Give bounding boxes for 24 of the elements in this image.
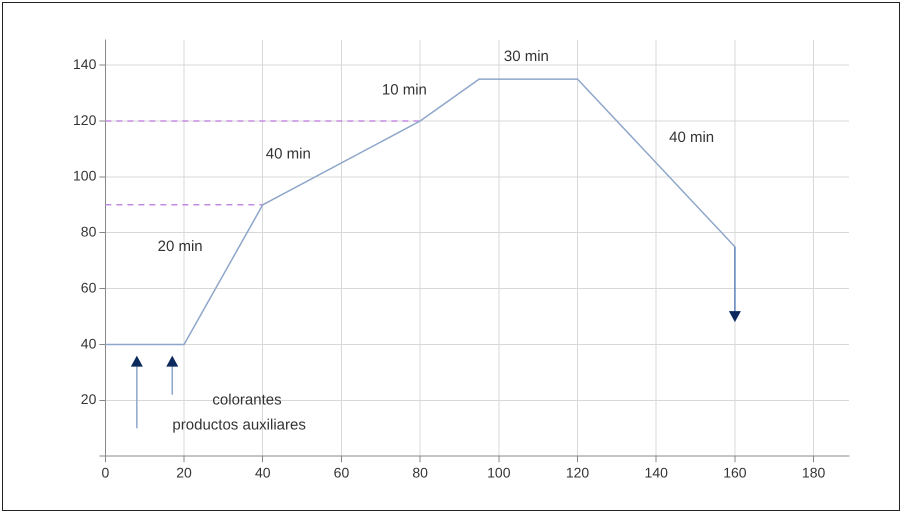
annotation: 20 min — [158, 238, 203, 255]
x-tick-label: 180 — [802, 464, 826, 480]
y-tick-label: 20 — [80, 391, 97, 408]
y-tick-label: 60 — [80, 279, 97, 296]
annotation: 40 min — [266, 146, 311, 163]
y-tick-label: 120 — [73, 112, 97, 128]
x-tick-label: 140 — [644, 464, 668, 480]
x-tick-label: 40 — [254, 464, 271, 480]
annotation: 40 min — [669, 128, 714, 146]
y-tick-label: 40 — [80, 335, 97, 352]
x-tick-label: 0 — [101, 464, 110, 480]
annotation: 30 min — [504, 48, 549, 65]
x-tick-label: 60 — [334, 464, 350, 480]
y-tick-label: 80 — [80, 224, 97, 240]
y-tick-label: 140 — [73, 56, 97, 72]
x-tick-label: 120 — [566, 464, 590, 480]
annotation: 10 min — [382, 81, 427, 98]
x-tick-label: 20 — [176, 464, 192, 480]
x-tick-label: 160 — [723, 464, 747, 480]
x-tick-label: 100 — [487, 464, 511, 480]
x-tick-label: 80 — [412, 464, 428, 480]
y-tick-label: 100 — [73, 168, 97, 184]
annotation: colorantes — [212, 391, 282, 408]
annotation: productos auxiliares — [172, 416, 306, 434]
